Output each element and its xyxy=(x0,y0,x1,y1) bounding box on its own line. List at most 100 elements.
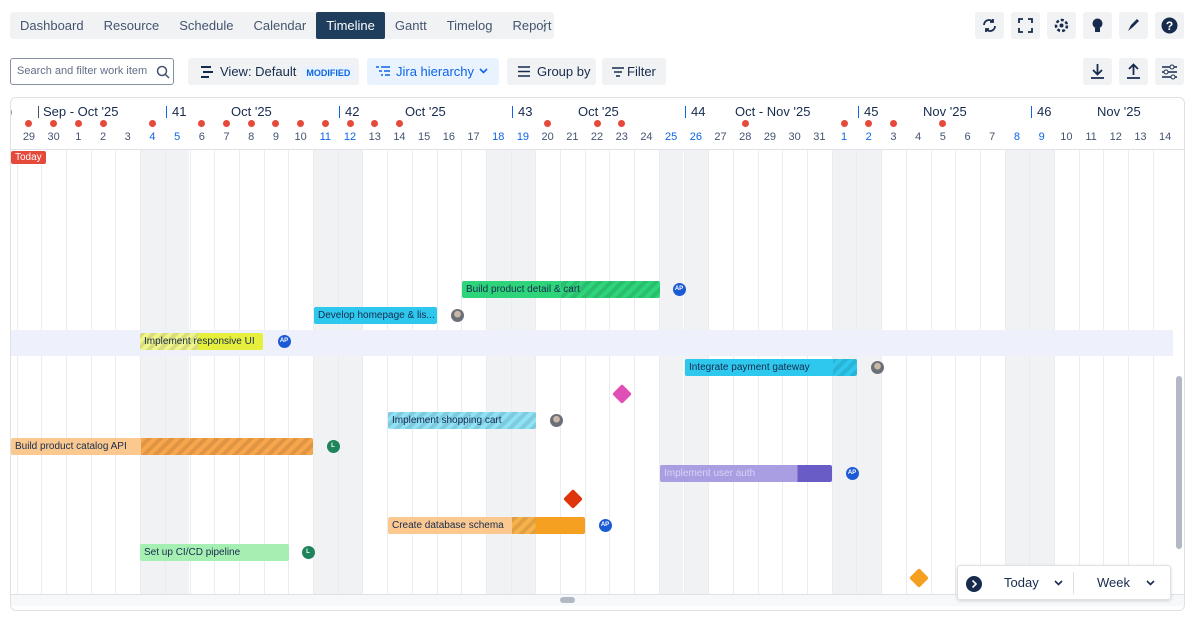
grid-line xyxy=(436,150,438,595)
task-bar[interactable]: Build product catalog API xyxy=(11,438,313,456)
day-label: 27 xyxy=(714,131,727,143)
nav-tab[interactable]: Calendar xyxy=(253,18,307,33)
week-number: 45 xyxy=(864,104,879,119)
group-by-button[interactable]: Group by xyxy=(507,58,596,85)
milestone[interactable] xyxy=(612,384,632,405)
task-bar[interactable]: Integrate payment gateway xyxy=(685,359,857,377)
export-button[interactable] xyxy=(1083,58,1112,85)
horizontal-scroll-handle[interactable] xyxy=(560,597,575,603)
lead-label: ) xyxy=(11,104,12,119)
assignee-avatar[interactable]: AP xyxy=(845,466,859,480)
assignee-photo[interactable] xyxy=(450,308,464,322)
assignee-avatar[interactable]: L xyxy=(326,440,340,454)
task-bar[interactable]: Implement user auth xyxy=(660,464,832,482)
scale-button[interactable]: Week xyxy=(1097,575,1130,590)
assignee-avatar[interactable]: AP xyxy=(277,335,291,349)
grid-line xyxy=(1103,150,1105,595)
milestone[interactable] xyxy=(563,489,583,510)
view-label: View: Default xyxy=(220,64,297,79)
release-button[interactable] xyxy=(1119,12,1148,39)
today-button[interactable]: Today xyxy=(1004,575,1039,590)
grid-line xyxy=(979,150,981,595)
import-button[interactable] xyxy=(1119,58,1148,85)
assignee-avatar[interactable]: AP xyxy=(598,519,612,533)
task-bar[interactable]: Implement responsive UI xyxy=(140,333,263,351)
event-dot xyxy=(99,120,107,127)
hierarchy-label: Jira hierarchy xyxy=(396,64,475,79)
assignee-avatar[interactable]: L xyxy=(301,545,315,559)
period-label: Oct '25 xyxy=(231,104,272,119)
nav-tab[interactable]: Gantt xyxy=(394,18,427,33)
grid-line xyxy=(560,150,561,595)
day-label: 22 xyxy=(590,131,604,143)
weekend-shade xyxy=(1029,150,1054,595)
day-label: 29 xyxy=(763,131,777,143)
day-label: 30 xyxy=(788,131,801,143)
weekend-shade xyxy=(1004,150,1030,595)
assignee-avatar[interactable]: AP xyxy=(672,282,686,296)
scale-control: Today Week xyxy=(957,565,1171,600)
grid-line xyxy=(140,150,142,595)
task-bar[interactable]: Implement shopping cart xyxy=(388,412,536,429)
nav-tab[interactable]: Timeline xyxy=(316,12,385,39)
grid-line xyxy=(238,150,240,595)
nav-tab[interactable]: Report xyxy=(512,18,552,33)
scroll-today-button[interactable] xyxy=(965,575,983,593)
grid-line xyxy=(16,150,18,595)
event-dot xyxy=(297,120,305,127)
event-dot xyxy=(840,120,848,127)
filter-label: Filter xyxy=(627,64,656,79)
day-label: 14 xyxy=(1159,131,1172,143)
assignee-photo[interactable] xyxy=(870,361,884,375)
nav-tab[interactable]: Schedule xyxy=(179,18,234,33)
ideas-button[interactable] xyxy=(1083,12,1112,39)
vertical-scrollbar[interactable] xyxy=(1176,376,1182,549)
view-button[interactable]: View: Default MODIFIED xyxy=(188,58,359,85)
task-bar[interactable]: Build product detail & cart xyxy=(462,280,660,298)
fullscreen-button[interactable] xyxy=(1011,12,1040,39)
nav-tab[interactable]: Dashboard xyxy=(20,18,84,33)
search-placeholder: Search and filter work item xyxy=(17,65,148,77)
week-separator xyxy=(166,106,167,118)
event-dot xyxy=(25,120,33,127)
task-bar[interactable]: Set up CI/CD pipeline xyxy=(140,543,289,561)
assignee-photo[interactable] xyxy=(549,414,563,427)
day-label: 30 xyxy=(47,131,60,143)
search-box[interactable]: Search and filter work item xyxy=(10,58,174,85)
more-icon[interactable]: ⋮ xyxy=(537,17,552,33)
task-bar[interactable]: Create database schema xyxy=(388,517,585,535)
grid-line xyxy=(1152,150,1154,595)
task-bar[interactable]: Develop homepage & lis... xyxy=(314,306,437,324)
refresh-button[interactable] xyxy=(975,12,1004,39)
day-label: 19 xyxy=(516,131,530,143)
grid-line xyxy=(634,150,636,595)
day-label: 28 xyxy=(739,131,752,143)
grid-line xyxy=(485,150,487,595)
help-button[interactable]: ? xyxy=(1155,12,1184,39)
event-dot xyxy=(346,120,354,127)
grid-line xyxy=(337,150,339,595)
day-label: 23 xyxy=(615,131,628,143)
period-label: Nov '25 xyxy=(1097,104,1141,119)
day-label: 2 xyxy=(99,131,107,143)
grid-line xyxy=(1004,150,1006,595)
grid-line xyxy=(683,150,685,595)
milestone[interactable] xyxy=(909,568,929,589)
hierarchy-button[interactable]: Jira hierarchy xyxy=(367,58,499,85)
weekend-shade xyxy=(313,150,338,595)
event-dot xyxy=(593,120,601,127)
grid-line xyxy=(1029,150,1031,595)
scroll-track xyxy=(11,594,1184,606)
options-button[interactable] xyxy=(1155,58,1184,85)
grid-line xyxy=(658,150,660,595)
grid-line xyxy=(41,150,43,595)
timeline: ) Sep - Oct '25 Oct '25 Oct '25 Oct '25 Oct -… xyxy=(10,97,1185,611)
settings-button[interactable] xyxy=(1047,12,1076,39)
filter-button[interactable]: Filter xyxy=(602,58,666,85)
nav-tab[interactable]: Resource xyxy=(103,18,160,33)
day-label: 8 xyxy=(1013,131,1020,143)
event-dot xyxy=(272,120,280,127)
nav-tab[interactable]: Timelog xyxy=(446,18,493,33)
week-separator xyxy=(38,106,39,118)
day-label: 10 xyxy=(294,131,307,143)
